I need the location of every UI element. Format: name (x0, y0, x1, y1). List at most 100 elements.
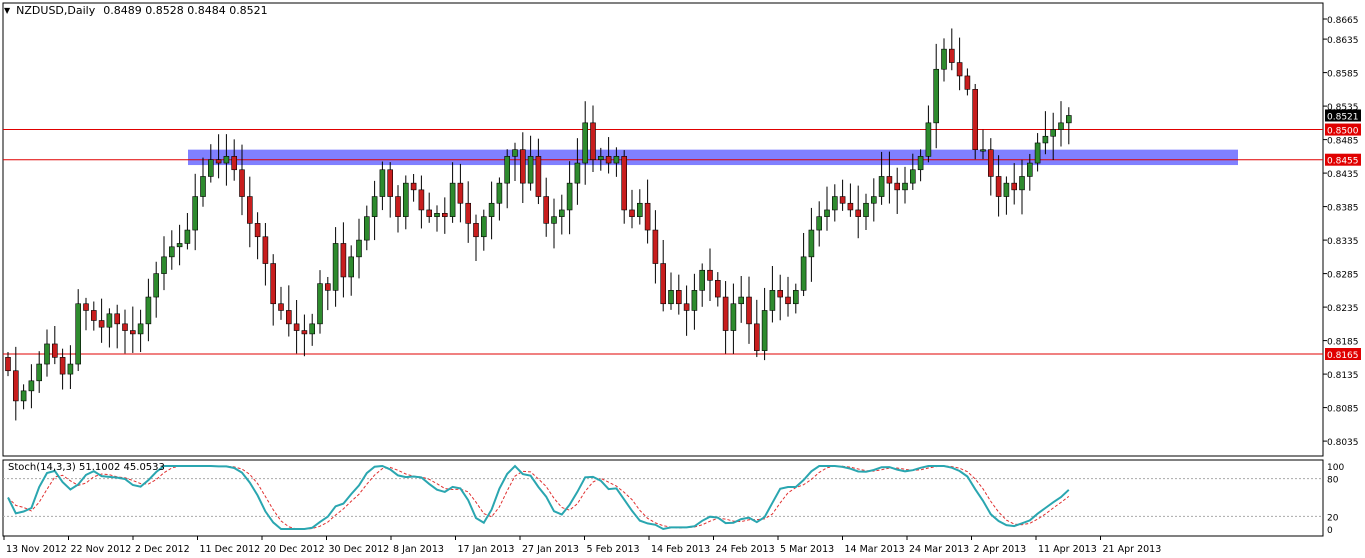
candle (894, 167, 901, 214)
candle-body (348, 256, 355, 278)
candle-body (722, 296, 729, 331)
candle-body (738, 296, 745, 305)
candle (668, 272, 674, 310)
candle-body (332, 243, 339, 291)
candle (1058, 101, 1064, 147)
candle (20, 384, 27, 410)
candle (192, 173, 198, 251)
candle-body (597, 156, 604, 161)
candle (91, 301, 97, 331)
candle (145, 278, 152, 342)
candle (605, 137, 612, 174)
candle-body (1019, 176, 1025, 191)
candle-body (761, 310, 768, 351)
candle-body (1042, 135, 1049, 144)
y-tick-label: 0.8235 (1327, 304, 1359, 314)
x-tick-label: 24 Mar 2013 (909, 544, 969, 555)
candle-body (613, 156, 620, 164)
x-tick-label: 21 Apr 2013 (1103, 544, 1162, 555)
candle-body (777, 290, 784, 298)
stochastic-panel (3, 464, 1323, 531)
candle-body (816, 216, 823, 231)
candle (761, 287, 768, 361)
candle (465, 181, 472, 243)
candle-body (208, 159, 214, 177)
chart-header: ▼ NZDUSD,Daily 0.8489 0.8528 0.8484 0.85… (4, 4, 268, 17)
candle-body (964, 75, 971, 90)
candle (870, 178, 877, 222)
candle (231, 139, 237, 181)
candle-body (317, 283, 323, 325)
candle-body (668, 290, 674, 305)
candle-body (473, 223, 479, 238)
candle (738, 275, 745, 323)
candle (395, 185, 401, 233)
candle-body (1050, 129, 1056, 137)
candle (769, 266, 776, 323)
candle (1011, 163, 1018, 205)
candle (660, 239, 667, 312)
candle (317, 270, 323, 334)
candle-body (356, 239, 362, 258)
candle (800, 232, 807, 297)
y-tick-label: 0.8485 (1327, 137, 1359, 147)
candle-body (434, 213, 440, 217)
x-tick-label: 22 Nov 2012 (71, 544, 132, 555)
candle (551, 198, 557, 249)
candle (176, 224, 183, 266)
candle-body (426, 209, 433, 217)
hline-label-bg (1325, 348, 1361, 360)
candle (278, 286, 284, 320)
candle (964, 68, 971, 96)
hline-label: 0.8500 (1327, 127, 1359, 137)
candle (972, 83, 979, 160)
candle-body (153, 273, 159, 298)
candle (512, 142, 518, 182)
x-tick-label: 27 Jan 2013 (522, 544, 579, 555)
y-tick-label: 0.8435 (1327, 170, 1359, 180)
main-panel-border (2, 2, 1324, 457)
candle-body (1027, 162, 1033, 177)
candle (473, 214, 479, 261)
last-price-bg (1325, 109, 1361, 122)
candle (106, 308, 113, 348)
candle-body (543, 196, 550, 224)
candle (348, 245, 355, 296)
candle (200, 157, 206, 207)
candle-body (566, 182, 573, 211)
candle-body (785, 296, 791, 305)
candle (75, 289, 81, 372)
candle-body (590, 122, 596, 160)
candle (519, 132, 526, 204)
candle-body (309, 323, 316, 335)
candle-body (285, 310, 292, 325)
candle (387, 162, 394, 218)
candle (816, 201, 823, 247)
candle-body (254, 223, 261, 238)
candle-body (714, 279, 721, 298)
candle (753, 299, 760, 358)
x-tick-label: 11 Dec 2012 (200, 544, 261, 555)
candle-body (301, 330, 308, 335)
candle (535, 138, 542, 205)
candle-body (551, 216, 557, 224)
candle (223, 134, 230, 186)
y-tick-label: 0.8335 (1327, 237, 1359, 247)
candle (1066, 107, 1072, 145)
candle-body (839, 196, 846, 204)
candle-body (894, 182, 901, 191)
candle (644, 179, 651, 244)
candle-body (98, 320, 105, 328)
candle-body (387, 169, 394, 197)
candle-body (488, 202, 495, 217)
y-tick-label: 0.8535 (1327, 103, 1359, 113)
candle (441, 197, 448, 234)
triangle-down-icon[interactable]: ▼ (4, 6, 11, 15)
candle (434, 205, 440, 232)
symbol-label: NZDUSD,Daily (16, 4, 96, 17)
candle (722, 281, 729, 354)
chart-frame (2, 2, 1324, 537)
x-tick-label: 20 Dec 2012 (264, 544, 325, 555)
candle (980, 129, 986, 160)
